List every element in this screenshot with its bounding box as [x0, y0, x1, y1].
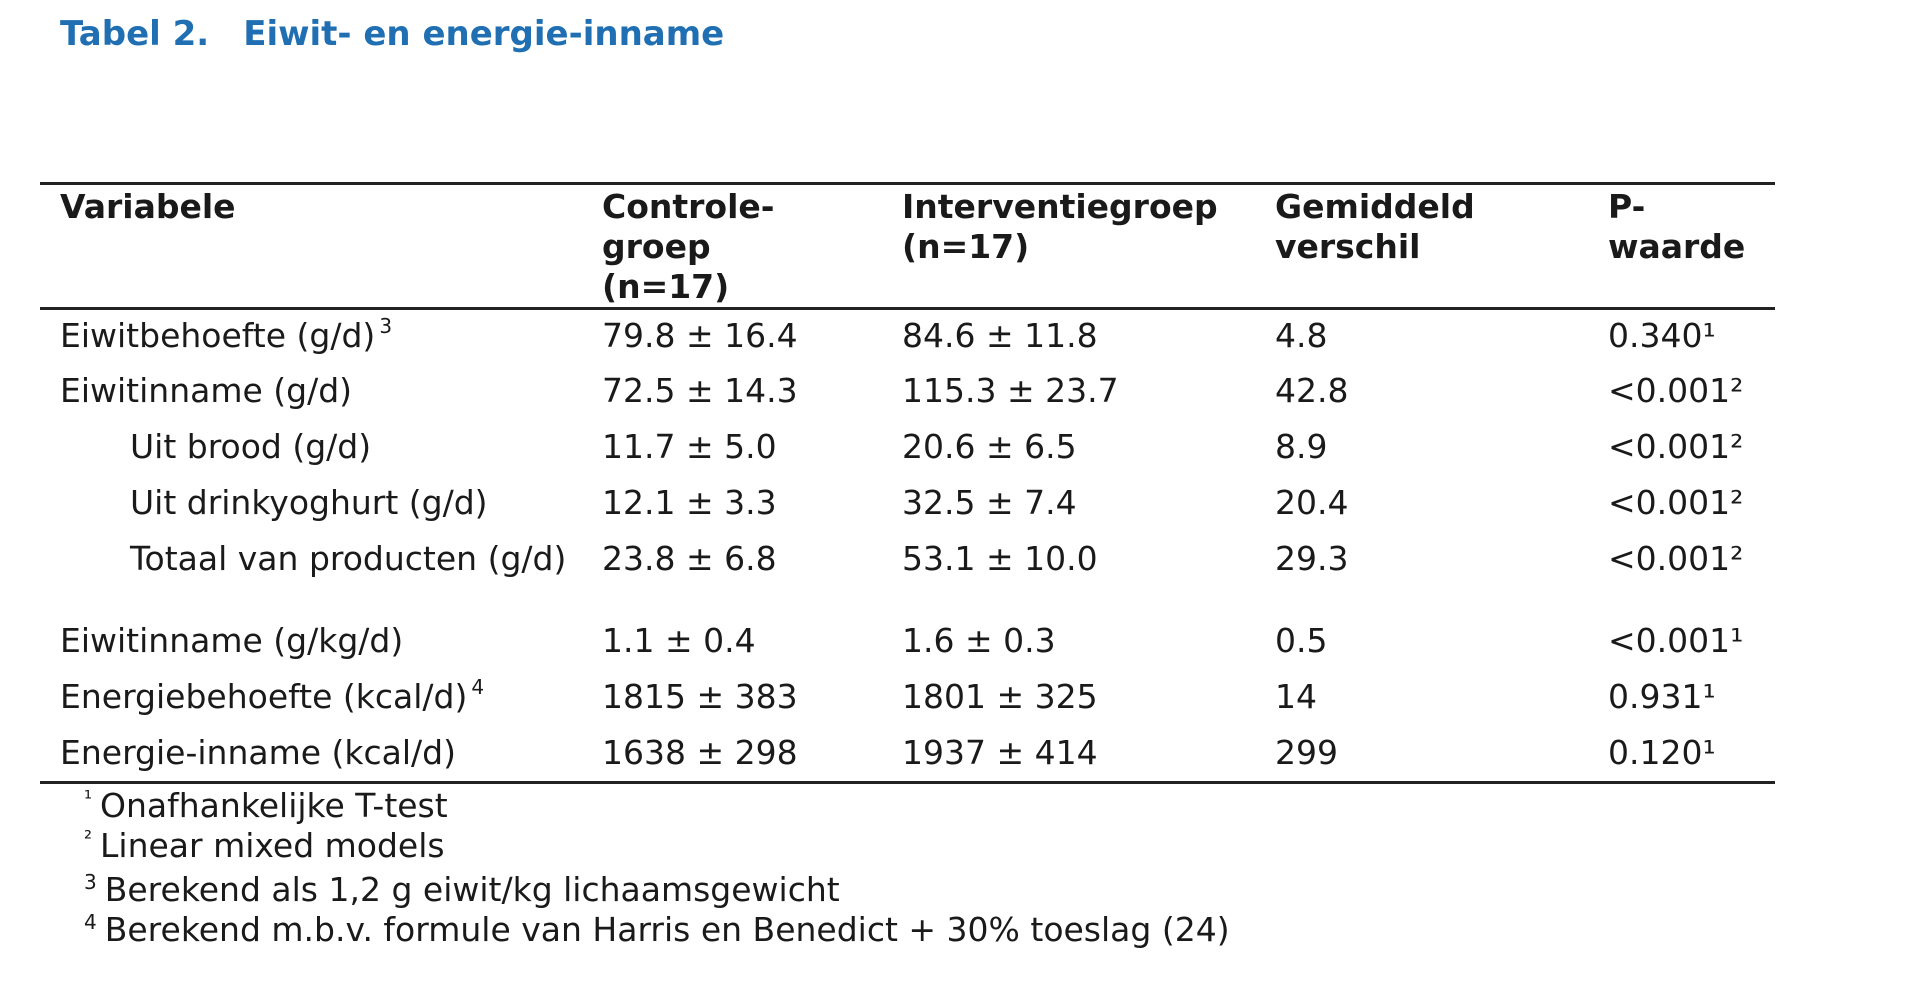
- cell-gemiddeld-verschil: 0.5: [1275, 620, 1328, 660]
- variable-label: Uit brood (g/d): [130, 426, 372, 466]
- cell-p-waarde: <0.001²: [1608, 426, 1744, 466]
- cell-p-waarde: 0.340¹: [1608, 316, 1716, 355]
- variable-label: Eiwitbehoefte (g/d): [60, 316, 376, 355]
- table-row: Totaal van producten (g/d) 23.8 ± 6.8 53.1…: [40, 533, 1775, 615]
- cell-controlegroep: 1.1 ± 0.4: [602, 620, 756, 660]
- footnote: 4 Berekend m.b.v. formule van Harris en B…: [84, 910, 1230, 950]
- cell-interventiegroep: 1937 ± 414: [884, 726, 1257, 784]
- table-row: Uit brood (g/d) 11.7 ± 5.0 20.6 ± 6.5 8.9 <0…: [40, 421, 1775, 477]
- cell-controlegroep: 1638 ± 298: [584, 726, 884, 784]
- cell-p-waarde: 0.931¹: [1608, 676, 1716, 716]
- table-caption: Eiwit- en energie-inname: [243, 14, 725, 54]
- cell-controlegroep: 79.8 ± 16.4: [602, 316, 798, 355]
- cell-gemiddeld-verschil: 29.3: [1275, 538, 1349, 578]
- table-header-row: Variabele Controle-groep (n=17) Intervent…: [40, 182, 1775, 310]
- cell-controlegroep: 12.1 ± 3.3: [602, 482, 777, 522]
- cell-controlegroep: 1815 ± 383: [602, 676, 798, 716]
- header-gemiddeld-verschil: Gemiddeld verschil: [1257, 182, 1590, 310]
- footnote: ² Linear mixed models: [84, 826, 1230, 866]
- table-number: Tabel 2.: [60, 14, 210, 54]
- cell-variabele: Uit brood (g/d): [40, 421, 584, 477]
- variable-label: Eiwitinname (g/d): [60, 370, 353, 410]
- footnote-mark: 4: [84, 910, 97, 934]
- cell-variabele: Uit drinkyoghurt (g/d): [40, 477, 584, 533]
- cell-controlegroep: 72.5 ± 14.3: [602, 370, 798, 410]
- cell-controlegroep: 11.7 ± 5.0: [602, 426, 777, 466]
- table-row: Eiwitbehoefte (g/d) 3 79.8 ± 16.4 84.6 ± 11…: [40, 309, 1775, 365]
- header-p-waarde: P-waarde: [1590, 182, 1775, 310]
- cell-variabele: Eiwitinname (g/d): [40, 365, 584, 421]
- footnote-text: Linear mixed models: [100, 826, 445, 865]
- cell-p-waarde: <0.001²: [1608, 538, 1744, 578]
- cell-interventiegroep: 20.6 ± 6.5: [902, 426, 1077, 466]
- table-body: Eiwitbehoefte (g/d) 3 79.8 ± 16.4 84.6 ± 11…: [40, 309, 1775, 784]
- cell-variabele: Totaal van producten (g/d): [40, 533, 584, 615]
- footnote: 3 Berekend als 1,2 g eiwit/kg lichaamsgew…: [84, 870, 1230, 910]
- cell-interventiegroep: 32.5 ± 7.4: [902, 482, 1077, 522]
- footnote-mark: ¹: [84, 786, 93, 810]
- data-table-container: Variabele Controle-groep (n=17) Intervent…: [40, 182, 1775, 784]
- cell-interventiegroep: 84.6 ± 11.8: [902, 316, 1098, 355]
- variable-label: Energie-inname (kcal/d): [60, 732, 456, 772]
- footnotes: ¹ Onafhankelijke T-test ² Linear mixed mode…: [84, 786, 1230, 950]
- footnote-mark: 3: [84, 870, 97, 894]
- variable-label: Energiebehoefte (kcal/d): [60, 676, 468, 716]
- footnote-text: Berekend m.b.v. formule van Harris en Be…: [104, 910, 1230, 949]
- cell-variabele: Eiwitinname (g/kg/d): [40, 615, 584, 671]
- cell-interventiegroep: 1801 ± 325: [902, 676, 1098, 716]
- cell-gemiddeld-verschil: 4.8: [1275, 316, 1328, 355]
- table-row: Uit drinkyoghurt (g/d) 12.1 ± 3.3 32.5 ± 7…: [40, 477, 1775, 533]
- cell-p-waarde: <0.001²: [1608, 370, 1744, 410]
- cell-gemiddeld-verschil: 42.8: [1275, 370, 1349, 410]
- cell-variabele: Energiebehoefte (kcal/d) 4: [40, 671, 584, 727]
- table-row: Eiwitinname (g/kg/d) 1.1 ± 0.4 1.6 ± 0.3 0.…: [40, 615, 1775, 671]
- header-controlegroep: Controle-groep (n=17): [584, 182, 884, 310]
- footnote-ref: 3: [379, 314, 393, 338]
- table-row: Energiebehoefte (kcal/d) 4 1815 ± 383 1801 …: [40, 671, 1775, 727]
- cell-p-waarde: <0.001²: [1608, 482, 1744, 522]
- variable-label: Totaal van producten (g/d): [130, 538, 567, 578]
- table-row: Eiwitinname (g/d) 72.5 ± 14.3 115.3 ± 23.7…: [40, 365, 1775, 421]
- footnote-ref: 4: [471, 674, 485, 699]
- cell-interventiegroep: 1.6 ± 0.3: [902, 620, 1056, 660]
- header-variabele: Variabele: [40, 182, 584, 310]
- cell-gemiddeld-verschil: 8.9: [1275, 426, 1328, 466]
- footnote: ¹ Onafhankelijke T-test: [84, 786, 1230, 826]
- table-row: Energie-inname (kcal/d) 1638 ± 298 1937 ± …: [40, 726, 1775, 784]
- variable-label: Uit drinkyoghurt (g/d): [130, 482, 488, 522]
- cell-gemiddeld-verschil: 20.4: [1275, 482, 1349, 522]
- variable-label: Eiwitinname (g/kg/d): [60, 620, 404, 660]
- cell-variabele: Energie-inname (kcal/d): [40, 726, 584, 784]
- footnote-text: Berekend als 1,2 g eiwit/kg lichaamsgewi…: [104, 870, 840, 909]
- cell-controlegroep: 23.8 ± 6.8: [602, 538, 777, 578]
- cell-p-waarde: 0.120¹: [1590, 726, 1775, 784]
- cell-variabele: Eiwitbehoefte (g/d) 3: [40, 309, 584, 365]
- table-title: Tabel 2. Eiwit- en energie-inname: [60, 14, 724, 54]
- header-interventiegroep: Interventiegroep (n=17): [884, 182, 1257, 310]
- cell-interventiegroep: 115.3 ± 23.7: [902, 370, 1119, 410]
- data-table: Variabele Controle-groep (n=17) Intervent…: [40, 182, 1775, 784]
- cell-p-waarde: <0.001¹: [1608, 620, 1744, 660]
- cell-gemiddeld-verschil: 14: [1275, 676, 1317, 716]
- cell-interventiegroep: 53.1 ± 10.0: [902, 538, 1098, 578]
- cell-gemiddeld-verschil: 299: [1257, 726, 1590, 784]
- footnote-mark: ²: [84, 826, 93, 850]
- footnote-text: Onafhankelijke T-test: [100, 786, 448, 825]
